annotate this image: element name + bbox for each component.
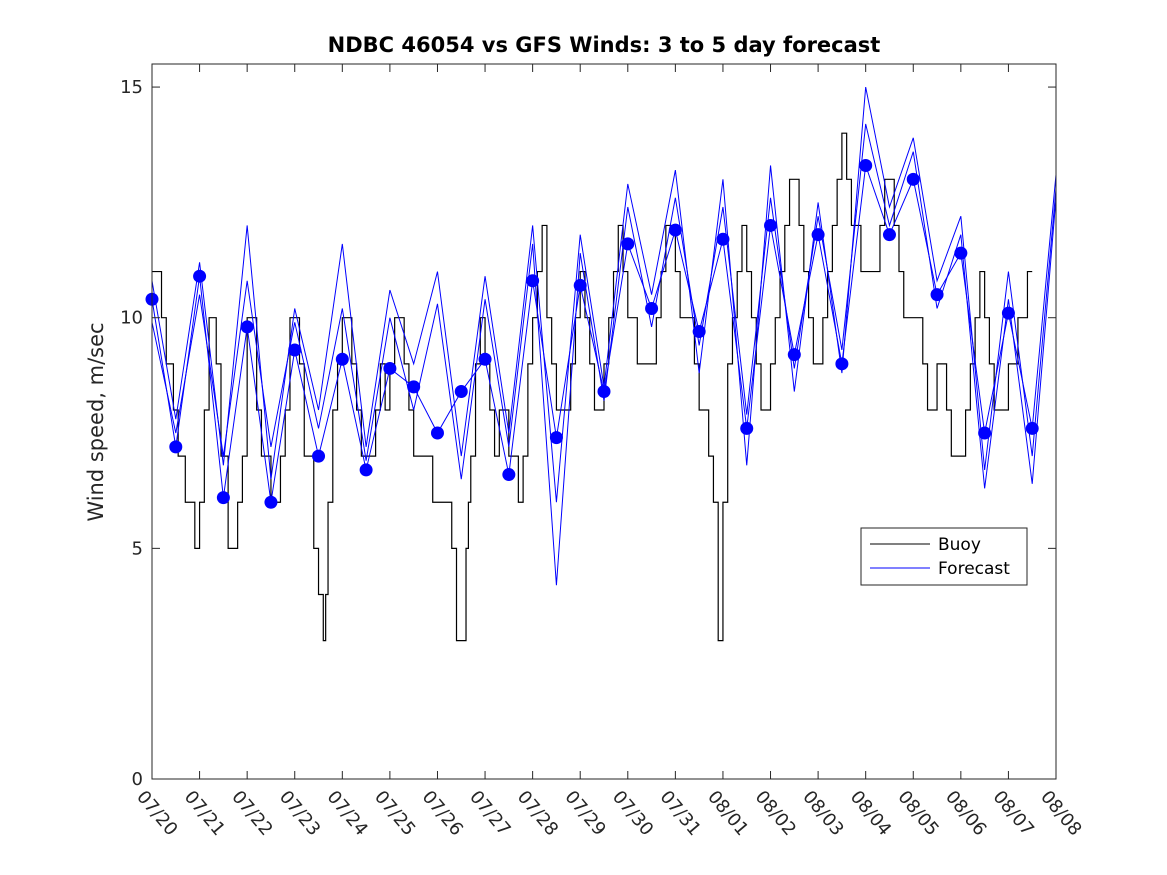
forecast-point bbox=[526, 274, 540, 288]
forecast-point bbox=[645, 301, 659, 315]
forecast-point bbox=[1025, 421, 1039, 435]
forecast-point bbox=[787, 348, 801, 362]
legend-forecast-label: Forecast bbox=[938, 559, 1010, 579]
forecast-point bbox=[859, 158, 873, 172]
legend-buoy-label: Buoy bbox=[938, 535, 981, 555]
forecast-point bbox=[668, 223, 682, 237]
forecast-point bbox=[835, 357, 849, 371]
y-axis: 0 5 10 15 bbox=[120, 77, 1056, 790]
forecast-point bbox=[692, 325, 706, 339]
forecast-point bbox=[359, 463, 373, 477]
forecast-point bbox=[906, 172, 920, 186]
forecast-point bbox=[621, 237, 635, 251]
forecast-point bbox=[407, 380, 421, 394]
forecast-point bbox=[312, 449, 326, 463]
forecast-point bbox=[811, 228, 825, 242]
forecast-point bbox=[930, 288, 944, 302]
forecast-point bbox=[716, 232, 730, 246]
legend: Buoy Forecast bbox=[860, 527, 1028, 586]
forecast-point bbox=[597, 385, 611, 399]
forecast-point bbox=[740, 421, 754, 435]
forecast-point bbox=[169, 440, 183, 454]
series-buoy-line bbox=[152, 132, 1033, 642]
forecast-point bbox=[288, 343, 302, 357]
y-axis-label: Wind speed, m/sec bbox=[84, 322, 108, 521]
y-tick-label: 5 bbox=[132, 538, 143, 559]
forecast-point bbox=[978, 426, 992, 440]
forecast-point bbox=[1001, 306, 1015, 320]
plot-area bbox=[145, 86, 1057, 642]
forecast-point bbox=[549, 431, 563, 445]
forecast-point bbox=[954, 246, 968, 260]
series-forecast-line-3 bbox=[151, 123, 1057, 586]
chart-title: NDBC 46054 vs GFS Winds: 3 to 5 day fore… bbox=[328, 33, 881, 57]
forecast-point bbox=[764, 218, 778, 232]
y-tick-label: 10 bbox=[120, 308, 143, 329]
forecast-point bbox=[430, 426, 444, 440]
plot-frame bbox=[151, 63, 1057, 780]
forecast-point bbox=[502, 468, 516, 482]
forecast-point bbox=[335, 352, 349, 366]
forecast-point bbox=[216, 491, 230, 505]
forecast-point bbox=[573, 278, 587, 292]
forecast-point bbox=[264, 495, 278, 509]
forecast-point bbox=[454, 385, 468, 399]
forecast-point bbox=[478, 352, 492, 366]
forecast-point bbox=[240, 320, 254, 334]
legend-box bbox=[860, 527, 1028, 586]
forecast-point bbox=[882, 228, 896, 242]
y-tick-label: 15 bbox=[120, 77, 143, 98]
y-tick-label: 0 bbox=[132, 769, 143, 790]
forecast-point bbox=[193, 269, 207, 283]
forecast-point bbox=[383, 361, 397, 375]
